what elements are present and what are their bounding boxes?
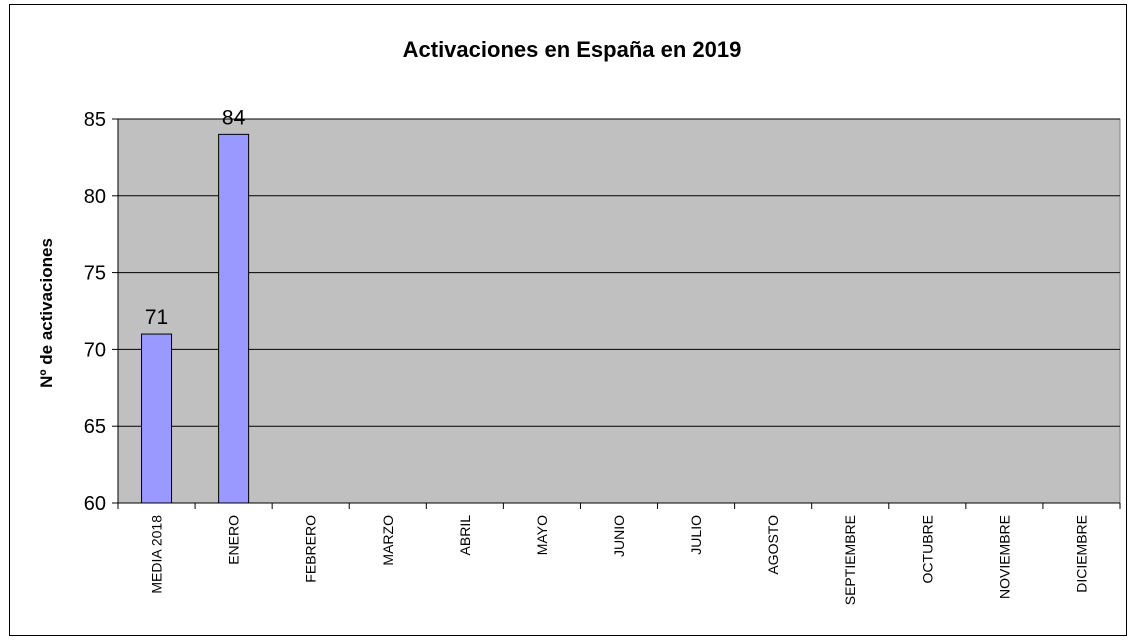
x-tick-label: NOVIEMBRE [996,515,1012,599]
y-tick-label: 75 [84,263,106,285]
data-label: 71 [145,306,168,329]
y-tick-label: 80 [84,186,106,208]
x-tick-label: SEPTIEMBRE [842,515,858,605]
bar [218,133,250,504]
x-tick-label: JULIO [688,515,704,555]
bar [141,333,173,504]
y-tick-label: 60 [84,493,106,515]
y-tick-label: 70 [84,339,106,361]
plot-area: 60 65 70 75 80 85 71 MEDIA 2018 84 ENERO FEBRERO MA… [84,106,1121,605]
x-tick-label: MAYO [534,515,550,555]
chart-title: Activaciones en España en 2019 [403,37,742,62]
y-tick-label: 85 [84,109,106,131]
y-tick-label: 65 [84,416,106,438]
x-tick-label: DICIEMBRE [1073,515,1089,593]
plot-background [117,118,1121,504]
x-tick-label: ABRIL [457,515,473,556]
x-tick-label: JUNIO [611,515,627,557]
x-tick-label: OCTUBRE [919,515,935,583]
bar-chart: Activaciones en España en 2019 Nº de act… [37,37,1121,605]
x-tick-label: FEBRERO [303,515,319,583]
x-tick-label: MEDIA 2018 [149,515,165,594]
x-tick-label: ENERO [226,515,242,565]
data-label: 84 [222,106,246,129]
x-tick-label: MARZO [380,515,396,566]
x-tick-label: AGOSTO [765,515,781,575]
y-axis-label: Nº de activaciones [37,238,56,388]
chart-frame: Activaciones en España en 2019 Nº de act… [9,4,1127,636]
